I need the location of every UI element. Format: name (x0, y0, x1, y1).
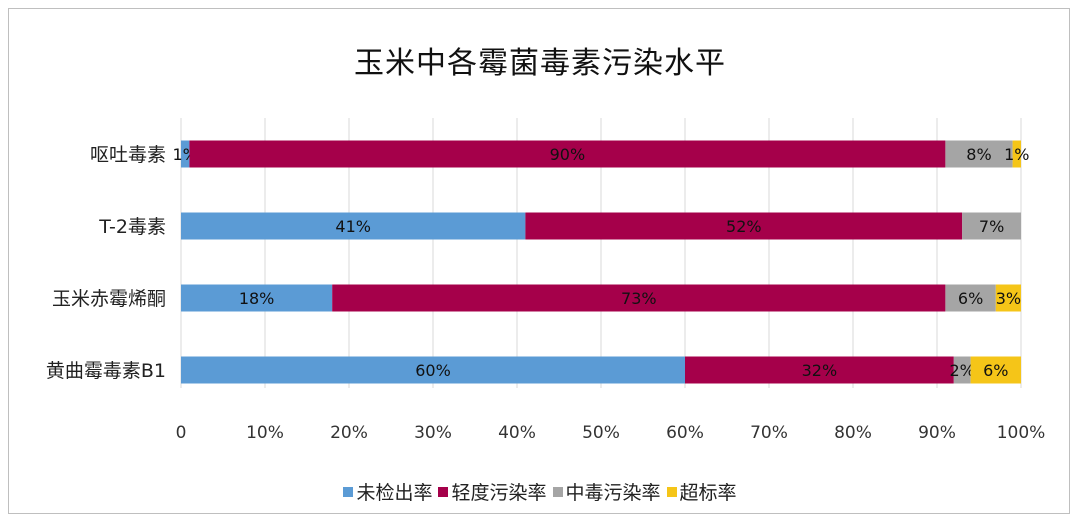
data-label: 32% (802, 361, 838, 380)
category-label: 玉米赤霉烯酮 (52, 288, 166, 310)
bar-segment (181, 212, 526, 240)
x-tick-label: 20% (330, 423, 368, 443)
data-label: 2% (950, 361, 975, 380)
data-label: 7% (979, 217, 1004, 236)
legend-label: 轻度污染率 (451, 482, 547, 504)
bar-segment (945, 284, 996, 312)
legend-label: 未检出率 (356, 482, 433, 504)
data-label: 60% (415, 361, 451, 380)
bar-segment (1012, 140, 1021, 168)
chart-frame (8, 8, 1070, 514)
legend-item: 轻度污染率 (438, 478, 547, 505)
legend-label: 中毒污染率 (565, 482, 661, 504)
data-label: 41% (335, 217, 371, 236)
data-label: 8% (966, 145, 991, 164)
legend-swatch (343, 486, 354, 497)
x-tick-label: 100% (997, 423, 1046, 443)
bar-segment (945, 140, 1013, 168)
x-tick-label: 50% (582, 423, 620, 443)
bar-segment (181, 356, 685, 384)
data-label: 90% (550, 145, 586, 164)
x-tick-label: 40% (498, 423, 536, 443)
bar-segment (189, 140, 946, 168)
legend-swatch (438, 486, 449, 497)
legend-swatch (666, 486, 677, 497)
bar-segment (181, 284, 333, 312)
data-label: 1% (1004, 145, 1029, 164)
x-tick-label: 30% (414, 423, 452, 443)
bar-segment (181, 140, 190, 168)
bar-segment (332, 284, 946, 312)
bar-segment (525, 212, 963, 240)
data-label: 6% (983, 361, 1008, 380)
chart-title: 玉米中各霉菌毒素污染水平 (354, 46, 726, 81)
legend-swatch (552, 486, 563, 497)
x-tick-label: 80% (834, 423, 872, 443)
legend-label: 超标率 (679, 482, 737, 504)
data-label: 3% (996, 289, 1021, 308)
bar-segment (962, 212, 1021, 240)
category-label: T-2毒素 (98, 216, 166, 238)
chart-legend: 未检出率 轻度污染率 中毒污染率 超标率 (0, 478, 1080, 505)
x-tick-label: 70% (750, 423, 788, 443)
category-label: 黄曲霉毒素B1 (46, 360, 166, 382)
legend-item: 未检出率 (343, 478, 432, 505)
bar-segment (995, 284, 1021, 312)
data-label: 73% (621, 289, 657, 308)
data-label: 52% (726, 217, 762, 236)
x-tick-label: 90% (918, 423, 956, 443)
legend-item: 中毒污染率 (552, 478, 661, 505)
x-tick-label: 0 (176, 423, 187, 443)
legend-item: 超标率 (666, 478, 737, 505)
bar-segment (685, 356, 954, 384)
bar-segment (970, 356, 1021, 384)
x-tick-label: 60% (666, 423, 704, 443)
category-label: 呕吐毒素 (90, 144, 166, 166)
x-tick-label: 10% (246, 423, 284, 443)
bar-segment (953, 356, 971, 384)
data-label: 6% (958, 289, 983, 308)
data-label: 18% (239, 289, 275, 308)
